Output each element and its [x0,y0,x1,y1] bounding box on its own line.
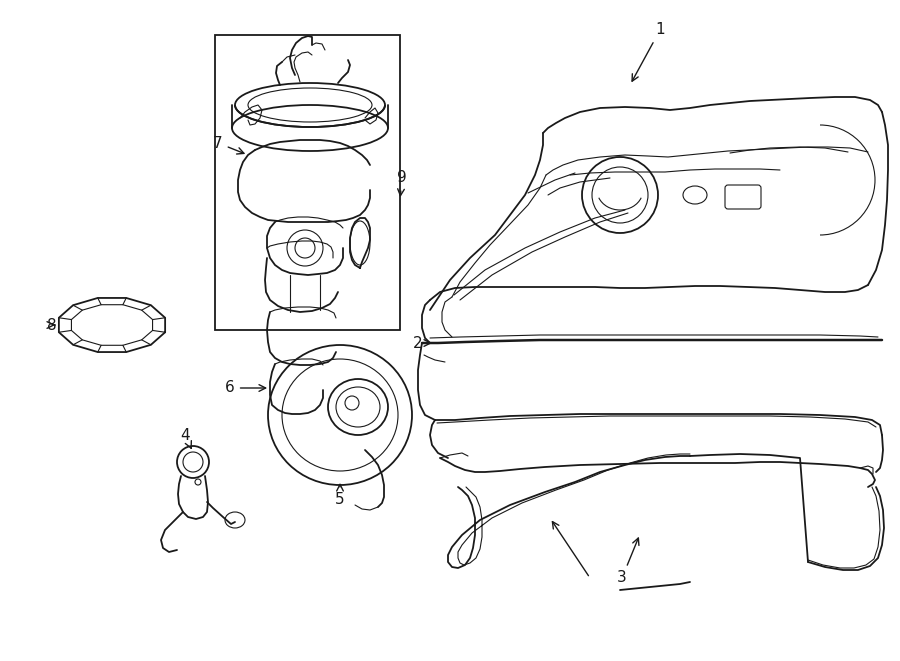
Text: 2: 2 [413,336,431,350]
Bar [215,35,400,330]
Text: 5: 5 [335,485,345,508]
Text: 1: 1 [632,22,665,81]
Text: 8: 8 [47,317,57,332]
Text: 7: 7 [213,136,244,154]
Text: 9: 9 [397,171,407,196]
Text: 6: 6 [225,381,266,395]
Text: 3: 3 [617,538,639,586]
Text: 4: 4 [180,428,192,448]
